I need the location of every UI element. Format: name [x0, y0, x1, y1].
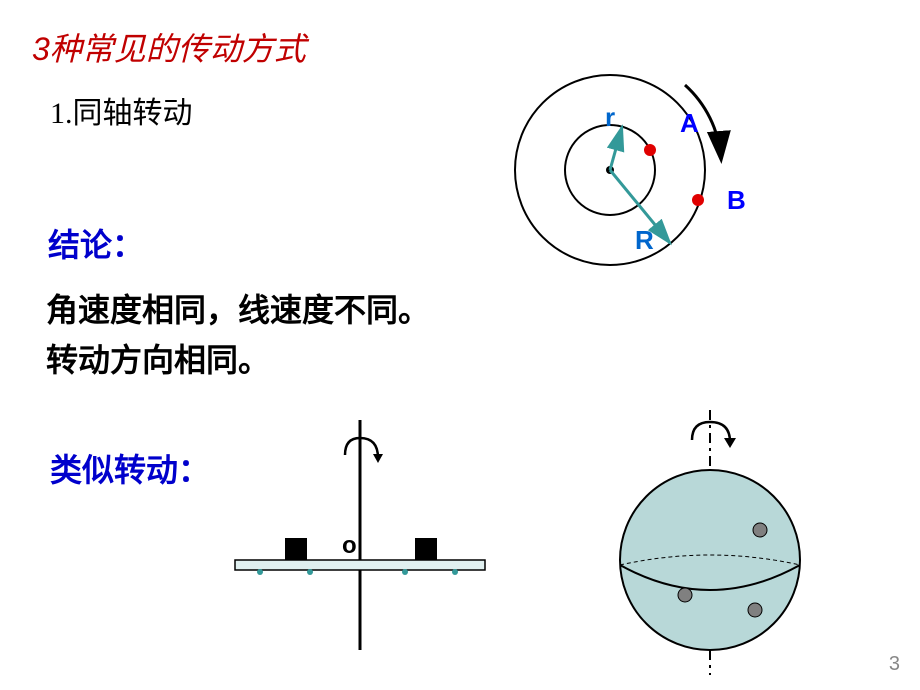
plate — [235, 560, 485, 570]
page-number: 3 — [889, 653, 900, 676]
page-title: 3种常见的传动方式 — [32, 24, 306, 70]
label-r: r — [605, 102, 615, 133]
label-B: B — [727, 185, 746, 216]
sphere-body — [620, 470, 800, 650]
rotation-arrowhead — [373, 454, 383, 463]
similar-label: 类似转动： — [50, 445, 210, 491]
sphere-diagram — [580, 400, 840, 685]
wheel-4 — [452, 569, 458, 575]
point-B — [692, 194, 704, 206]
conclusion-text-2: 转动方向相同。 — [46, 335, 270, 381]
wheel-3 — [402, 569, 408, 575]
point-A — [644, 144, 656, 156]
radius-r-line — [610, 127, 622, 170]
block-right — [415, 538, 437, 560]
wheel-1 — [257, 569, 263, 575]
sphere-dot-2 — [678, 588, 692, 602]
sphere-dot-3 — [748, 603, 762, 617]
wheel-2 — [307, 569, 313, 575]
label-o: o — [342, 532, 357, 560]
label-R: R — [635, 225, 654, 256]
conclusion-text-1: 角速度相同，线速度不同。 — [46, 285, 430, 331]
label-A: A — [680, 108, 699, 139]
sphere-rotation-arrowhead — [724, 438, 736, 448]
sphere-dot-1 — [753, 523, 767, 537]
turntable-diagram — [230, 420, 500, 660]
section-subtitle: 1.同轴转动 — [50, 88, 193, 132]
block-left — [285, 538, 307, 560]
conclusion-label: 结论： — [48, 220, 144, 266]
